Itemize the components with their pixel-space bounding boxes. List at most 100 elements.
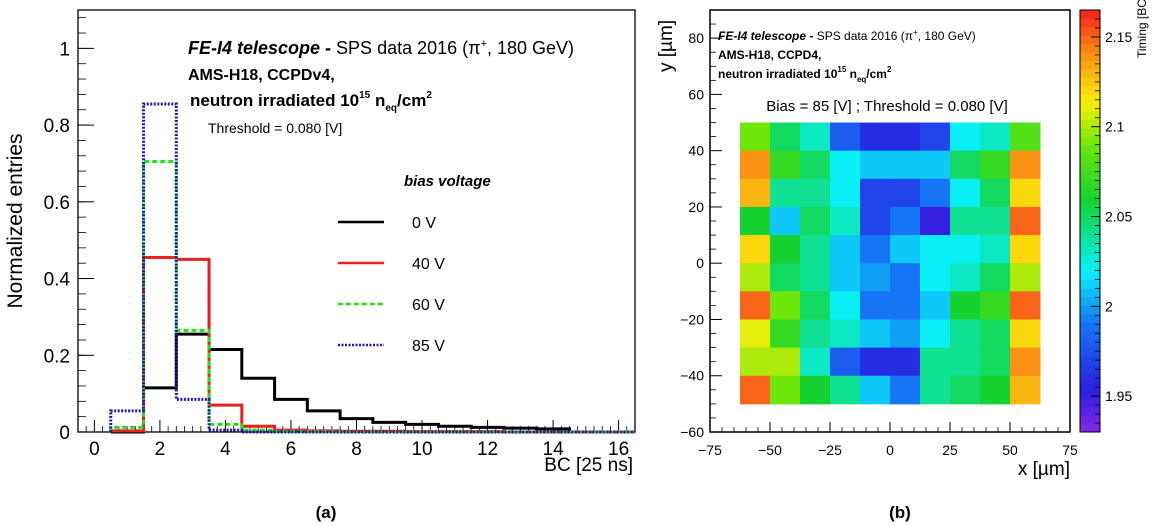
y-tick-label: 0.8 — [44, 116, 70, 137]
heatmap-cell — [920, 263, 951, 292]
heatmap-device-label: AMS-H18, CCPD4, — [718, 48, 821, 62]
color-scale-step — [1080, 364, 1100, 374]
color-scale-label: Timing [BC] — [1135, 0, 1149, 58]
color-scale-step — [1080, 271, 1100, 281]
color-scale-step — [1080, 60, 1100, 70]
color-scale-tick-label: 1.95 — [1105, 388, 1132, 404]
color-scale-step — [1080, 77, 1100, 87]
panel-label-a: (a) — [316, 503, 337, 522]
heatmap-cell — [890, 178, 921, 208]
heatmap-cell — [800, 150, 831, 180]
y-tick-label: −40 — [680, 368, 704, 384]
heatmap-cell — [950, 122, 981, 152]
heatmap-cell — [770, 263, 801, 292]
color-scale-step — [1080, 322, 1100, 332]
color-scale-step — [1080, 254, 1100, 264]
color-scale-step — [1080, 161, 1100, 171]
histogram-device-label: AMS-H18, CCPDv4, — [188, 67, 335, 84]
heatmap-cell — [1010, 206, 1041, 236]
color-scale-step — [1080, 187, 1100, 197]
x-tick-label: 8 — [351, 439, 362, 460]
color-scale-step — [1080, 26, 1100, 36]
color-scale-step — [1080, 313, 1100, 323]
heatmap-cell — [860, 235, 891, 264]
color-scale-step — [1080, 119, 1100, 129]
color-scale-step — [1080, 356, 1100, 365]
histogram-legend: 0 V 40 V 60 V 85 V — [338, 215, 445, 355]
heatmap-irradiation-label: neutron irradiated 1015 neq/cm2 — [718, 65, 892, 84]
histogram-irradiation-label: neutron irradiated 1015 neq/cm2 — [190, 90, 432, 114]
heatmap-cell — [980, 206, 1011, 236]
x-tick-label: 14 — [543, 439, 565, 460]
histogram-series-line — [109, 160, 635, 434]
heatmap-cell — [860, 375, 891, 405]
heatmap-cell — [830, 178, 861, 208]
heatmap-cell — [830, 206, 861, 236]
histogram-series-line — [109, 255, 635, 434]
x-tick-label: 25 — [942, 442, 958, 458]
heatmap-cell — [950, 263, 981, 292]
heatmap-cell — [740, 150, 771, 180]
color-scale-tick-label: 2.15 — [1105, 29, 1132, 45]
color-scale-step — [1080, 330, 1100, 340]
heatmap-cell — [950, 375, 981, 405]
x-tick-label: 0 — [886, 442, 894, 458]
heatmap-cell — [920, 122, 951, 152]
color-scale-step — [1080, 128, 1100, 137]
y-tick-label: 60 — [688, 86, 704, 102]
color-scale-step — [1080, 339, 1100, 348]
heatmap-cell — [800, 178, 831, 208]
color-scale-step — [1080, 263, 1100, 273]
heatmap-cell — [800, 122, 831, 152]
y-tick-label: 0 — [696, 255, 704, 271]
heatmap-cell — [890, 150, 921, 180]
color-scale-step — [1080, 212, 1100, 222]
heatmap-cell — [920, 150, 951, 180]
color-scale-tick-label: 2.05 — [1105, 209, 1132, 225]
legend-title: bias voltage — [404, 173, 491, 190]
heatmap-cell — [740, 235, 771, 264]
y-tick-label: 40 — [688, 143, 704, 159]
heatmap-axes: −75 −50 −25 0 25 50 75 −60 −40 −20 0 20 40 60 80 — [680, 9, 1078, 458]
color-scale-step — [1080, 94, 1100, 104]
heatmap-cell — [980, 375, 1011, 405]
color-scale-step — [1080, 381, 1100, 391]
heatmap-cell — [980, 235, 1011, 264]
heatmap-cell — [980, 122, 1011, 152]
heatmap-cell — [740, 347, 771, 377]
heatmap-cell — [800, 375, 831, 405]
heatmap-cell — [740, 122, 771, 152]
heatmap-cell — [980, 291, 1011, 320]
heatmap-cell — [770, 150, 801, 180]
color-scale-step — [1080, 111, 1100, 121]
histogram-panel: 0 2 4 6 8 10 12 14 16 0 0.2 0.4 0.6 0.8 1 Normalized e… — [4, 9, 636, 476]
heatmap-cell — [890, 206, 921, 236]
heatmap-cell — [800, 263, 831, 292]
legend-entry-label: 85 V — [412, 338, 445, 355]
color-scale-step — [1080, 229, 1100, 239]
color-scale-step — [1080, 85, 1100, 95]
color-scale: 1.95 2 2.05 2.1 2.15 — [1079, 9, 1132, 433]
heatmap-cell — [920, 375, 951, 405]
heatmap-cell — [770, 375, 801, 405]
color-scale-step — [1080, 398, 1100, 408]
y-tick-label: −60 — [680, 424, 704, 440]
heatmap-cell — [770, 235, 801, 264]
color-scale-tick-label: 2.1 — [1105, 119, 1125, 135]
color-scale-step — [1080, 10, 1100, 19]
heatmap-frame-overlay — [709, 9, 1071, 433]
heatmap-cell — [1010, 150, 1041, 180]
heatmap-cell — [770, 122, 801, 152]
heatmap-cell — [830, 122, 861, 152]
heatmap-cell — [890, 122, 921, 152]
color-scale-frame — [1079, 9, 1101, 433]
y-tick-label: 1 — [59, 39, 70, 60]
heatmap-cells — [740, 122, 1041, 405]
heatmap-cell — [950, 319, 981, 349]
heatmap-cell — [860, 347, 891, 377]
heatmap-cell — [890, 235, 921, 264]
color-scale-step — [1080, 423, 1100, 433]
heatmap-cell — [830, 375, 861, 405]
heatmap-cell — [800, 319, 831, 349]
y-tick-label: −20 — [680, 311, 704, 327]
